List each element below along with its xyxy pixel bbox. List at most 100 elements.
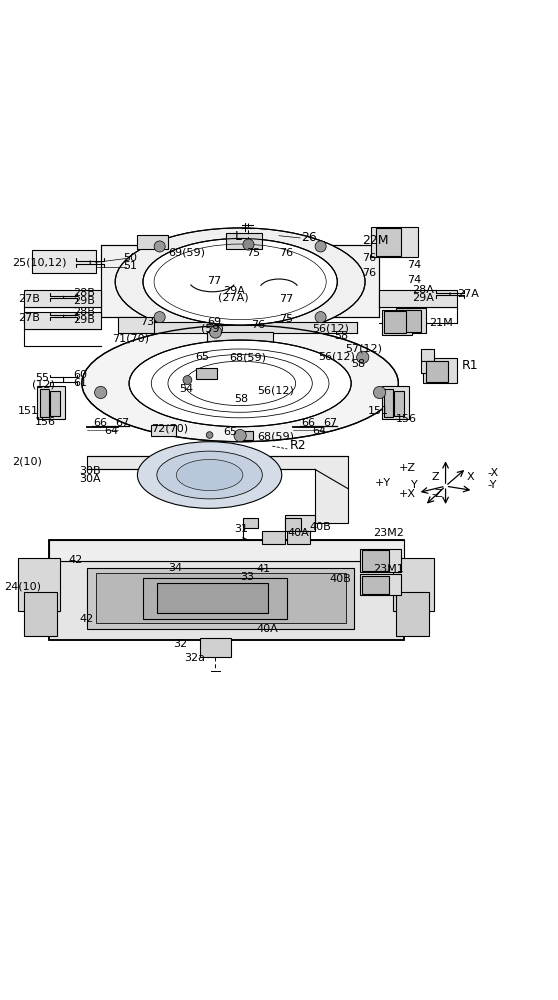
Text: 75: 75 bbox=[279, 314, 293, 324]
Text: 56(12): 56(12) bbox=[257, 385, 294, 395]
Text: 40B: 40B bbox=[329, 574, 351, 584]
Bar bbox=[396, 308, 426, 333]
Text: 40B: 40B bbox=[310, 522, 331, 532]
Circle shape bbox=[373, 386, 386, 399]
Bar bbox=[243, 518, 258, 528]
Ellipse shape bbox=[137, 442, 282, 508]
Bar bbox=[398, 310, 421, 332]
Text: 66: 66 bbox=[93, 418, 107, 428]
Text: 55: 55 bbox=[35, 373, 49, 383]
Text: 65: 65 bbox=[196, 352, 210, 362]
Bar bbox=[23, 290, 102, 307]
Bar bbox=[32, 250, 96, 273]
Text: 65: 65 bbox=[223, 427, 238, 437]
Text: +Y: +Y bbox=[374, 478, 391, 488]
Text: -Z: -Z bbox=[432, 489, 443, 499]
Bar bbox=[421, 349, 435, 361]
Bar bbox=[379, 290, 456, 307]
Ellipse shape bbox=[115, 228, 365, 336]
Text: 41: 41 bbox=[257, 564, 271, 574]
Bar bbox=[23, 312, 102, 329]
Text: 73: 73 bbox=[140, 317, 155, 327]
Text: 56(12): 56(12) bbox=[318, 352, 355, 362]
Text: 56(12): 56(12) bbox=[312, 324, 349, 334]
Text: 23M1: 23M1 bbox=[373, 564, 404, 574]
Bar bbox=[382, 386, 410, 419]
Bar bbox=[384, 389, 393, 417]
Text: 27B: 27B bbox=[18, 294, 40, 304]
Bar bbox=[49, 540, 404, 561]
Ellipse shape bbox=[82, 325, 398, 442]
Circle shape bbox=[234, 429, 246, 442]
Text: 156: 156 bbox=[35, 417, 56, 427]
Circle shape bbox=[315, 241, 326, 252]
Text: 26: 26 bbox=[301, 231, 317, 244]
Bar bbox=[196, 368, 217, 379]
Text: 151: 151 bbox=[368, 406, 389, 416]
Bar bbox=[376, 228, 401, 256]
Text: 31: 31 bbox=[234, 524, 248, 534]
Bar bbox=[384, 311, 406, 333]
Text: 67: 67 bbox=[324, 418, 338, 428]
Text: 69: 69 bbox=[207, 317, 221, 327]
Bar bbox=[285, 515, 315, 531]
Text: 30A: 30A bbox=[79, 474, 101, 484]
Bar bbox=[118, 317, 154, 333]
Bar bbox=[424, 358, 456, 383]
Bar bbox=[157, 583, 268, 613]
Text: 21M: 21M bbox=[429, 318, 453, 328]
Text: L: L bbox=[234, 230, 242, 243]
Text: 30B: 30B bbox=[79, 466, 101, 476]
Polygon shape bbox=[102, 245, 379, 317]
Ellipse shape bbox=[157, 451, 262, 499]
Circle shape bbox=[206, 432, 213, 438]
Text: +Z: +Z bbox=[398, 463, 415, 473]
Bar bbox=[40, 389, 49, 417]
Bar bbox=[96, 573, 345, 623]
Text: 28B: 28B bbox=[74, 307, 95, 317]
Bar bbox=[37, 386, 65, 419]
Circle shape bbox=[243, 239, 254, 250]
Text: Y: Y bbox=[411, 480, 418, 490]
Text: 76: 76 bbox=[279, 248, 293, 258]
Text: 68(59): 68(59) bbox=[257, 431, 294, 441]
Text: R1: R1 bbox=[462, 359, 479, 372]
Ellipse shape bbox=[176, 459, 243, 491]
Text: (12): (12) bbox=[32, 380, 55, 390]
Bar bbox=[137, 235, 168, 249]
Text: 42: 42 bbox=[68, 555, 82, 565]
Bar bbox=[362, 576, 389, 594]
Text: R2: R2 bbox=[290, 439, 307, 452]
Text: 67: 67 bbox=[115, 418, 129, 428]
Bar bbox=[382, 310, 412, 335]
Text: 40A: 40A bbox=[257, 624, 278, 634]
Text: Z: Z bbox=[432, 472, 439, 482]
Text: 25(10,12): 25(10,12) bbox=[12, 257, 67, 267]
Text: 74: 74 bbox=[407, 260, 421, 270]
Text: X: X bbox=[466, 472, 474, 482]
Text: 33: 33 bbox=[240, 572, 254, 582]
Text: 77: 77 bbox=[279, 294, 294, 304]
Bar bbox=[143, 578, 287, 619]
Circle shape bbox=[154, 241, 165, 252]
Text: 29B: 29B bbox=[74, 315, 95, 325]
Text: 34: 34 bbox=[168, 563, 182, 573]
Text: 58: 58 bbox=[335, 331, 349, 341]
Bar bbox=[88, 568, 354, 629]
Bar bbox=[207, 332, 273, 345]
Text: 68(59): 68(59) bbox=[229, 352, 266, 362]
Text: 57(12): 57(12) bbox=[345, 343, 383, 353]
Text: 28B: 28B bbox=[74, 288, 95, 298]
Text: 64: 64 bbox=[312, 426, 326, 436]
Text: -Y: -Y bbox=[487, 480, 497, 490]
Text: 23M2: 23M2 bbox=[373, 528, 404, 538]
Text: (27A): (27A) bbox=[218, 293, 248, 303]
Text: 77: 77 bbox=[207, 276, 221, 286]
Text: 42: 42 bbox=[79, 614, 93, 624]
Bar bbox=[50, 391, 60, 416]
Text: 2(10): 2(10) bbox=[12, 456, 42, 466]
Ellipse shape bbox=[129, 340, 351, 427]
Bar bbox=[285, 518, 301, 531]
Bar bbox=[421, 361, 435, 373]
Text: 76: 76 bbox=[251, 320, 266, 330]
